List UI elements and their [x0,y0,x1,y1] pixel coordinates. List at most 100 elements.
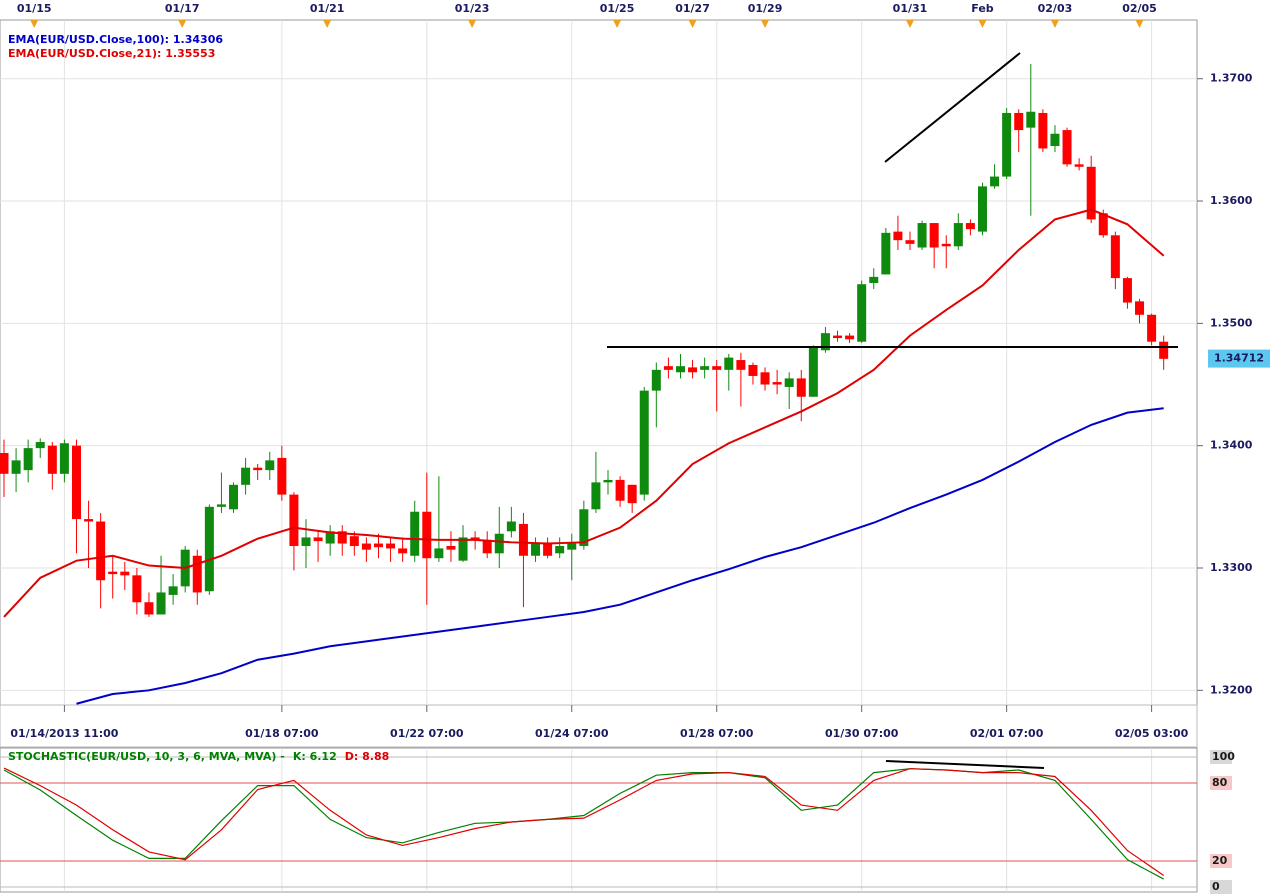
candle-body [253,467,263,471]
candle-body [11,460,21,474]
candle-body [241,467,251,485]
candle-body [518,523,528,556]
candle-body [639,390,649,495]
candle-body [373,543,383,548]
x-tick-label: 01/18 07:00 [245,727,319,740]
candle-body [760,372,770,385]
candle-body [869,276,879,283]
candle-body [905,240,915,244]
legend-entry: EMA(EUR/USD.Close,100): 1.34306 [8,33,223,46]
candle-body [386,543,396,549]
time-axis [0,704,1198,748]
x-tick-label: 01/30 07:00 [825,727,899,740]
candle-body [591,482,601,510]
indicator-name: STOCHASTIC(EUR/USD, 10, 3, 6, MVA, MVA) … [8,750,285,763]
candle-body [820,333,830,351]
stochastic-plot [0,756,1197,888]
date-marker [178,20,187,28]
candle-body [313,537,323,542]
legend-entry: K: 6.12 [293,750,337,763]
x-tick-label: 01/24 07:00 [535,727,609,740]
date-label: 01/17 [165,2,200,15]
date-label: 02/03 [1038,2,1073,15]
candle-body [1062,130,1072,165]
y-tick-label: 1.3400 [1210,439,1253,452]
candle-body [1110,235,1120,279]
candle-body [1086,166,1096,220]
ema-line [3,208,1165,618]
candle-body [796,378,806,397]
candle-body [663,366,673,370]
legend: EMA(EUR/USD.Close,100): 1.34306EMA(EUR/U… [8,33,389,763]
candle-body [1050,133,1060,146]
divergence-line [885,760,1045,769]
candle-body [651,369,661,391]
date-label: 01/31 [893,2,928,15]
y-tick-label: 20 [1212,854,1228,867]
date-marker [468,20,477,28]
candle-body [410,511,420,556]
candle-body [349,536,359,546]
candle-body [96,521,106,581]
date-marker [906,20,914,28]
candle-body [325,531,335,544]
y-tick-label: 1.3700 [1210,72,1253,85]
x-tick-label: 01/28 07:00 [680,727,754,740]
candle-body [0,453,9,474]
candle-body [120,571,130,576]
date-label: 01/15 [17,2,52,15]
candle-body [47,445,57,474]
x-tick-label: 01/14/2013 11:00 [10,727,118,740]
candle-body [1098,213,1108,236]
candle-body [941,243,951,247]
candle-body [808,347,818,397]
candle-body [953,223,963,247]
candle-body [555,545,565,554]
candle-body [615,479,625,501]
candle-body [579,509,589,546]
stochastic-line [3,767,1165,876]
candle-body [1159,341,1169,359]
candle-body [543,543,553,556]
date-marker [1050,20,1059,28]
candle-body [603,479,613,483]
y-tick-label: 100 [1212,750,1235,763]
date-marker [613,20,622,28]
candle-body [108,571,118,575]
candle-body [156,592,166,615]
y-tick-box [1210,776,1232,790]
date-label: 01/21 [310,2,345,15]
axes: 1.3200 1.3300 1.3400 1.3500 1.3600 1.3700 01/1… [10,2,1270,894]
candle-body [192,555,202,593]
y-tick-box [1210,880,1232,894]
y-tick-box [1210,854,1232,868]
candle-body [1014,112,1024,131]
candle-body [845,335,855,340]
candle-body [700,366,710,370]
candle-body [301,537,311,546]
grid [0,20,1197,892]
candle-body [71,445,81,520]
candle-body [494,533,504,554]
candle-body [144,602,154,615]
candle-body [470,537,480,540]
date-marker [688,20,697,28]
candle-body [1135,301,1145,315]
date-label: 01/23 [455,2,490,15]
candle-body [772,382,782,385]
y-tick-box [1210,750,1232,764]
candle-body [675,366,685,373]
date-label: 02/05 [1122,2,1157,15]
candle-body [857,284,867,342]
candle-body [977,186,987,232]
candle-body [736,360,746,370]
price-plot [0,64,1169,705]
date-marker [978,20,987,28]
date-label: Feb [971,2,994,15]
date-label: 01/27 [675,2,710,15]
candle-body [1038,112,1048,149]
date-marker [30,20,39,28]
candle-body [627,484,637,504]
